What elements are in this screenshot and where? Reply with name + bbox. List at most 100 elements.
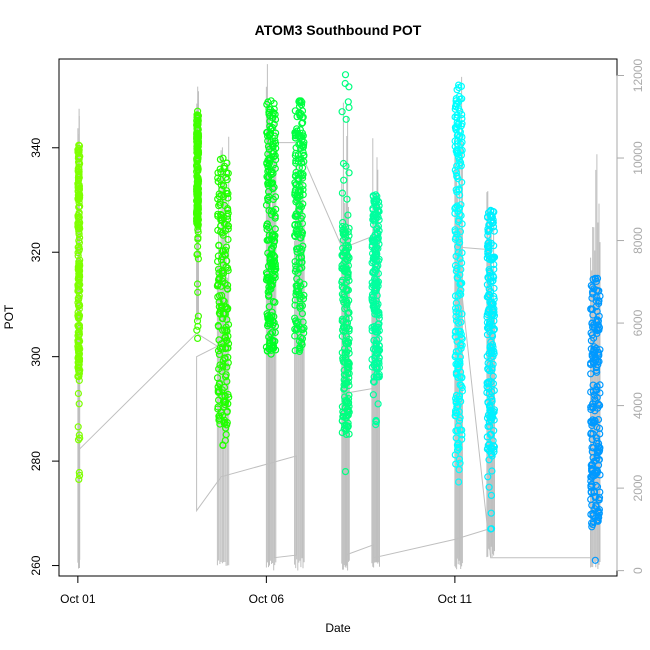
y-tick-label: 280 xyxy=(29,451,43,471)
data-point xyxy=(264,274,272,282)
data-point xyxy=(373,328,382,336)
data-point xyxy=(265,179,273,187)
plot-area xyxy=(58,58,618,577)
data-point xyxy=(194,213,202,221)
series-7 xyxy=(368,191,384,429)
data-point xyxy=(341,425,349,433)
data-point xyxy=(294,220,302,228)
data-point xyxy=(215,309,223,317)
data-point xyxy=(341,79,349,88)
data-point xyxy=(299,242,307,250)
data-point xyxy=(589,419,597,427)
data-point xyxy=(74,194,82,203)
data-point xyxy=(75,144,83,152)
data-point xyxy=(451,333,459,341)
data-point xyxy=(264,167,272,175)
data-point xyxy=(266,337,274,345)
data-point xyxy=(75,368,83,376)
data-point xyxy=(457,382,465,390)
data-point xyxy=(264,262,273,270)
data-point xyxy=(487,393,495,401)
data-point xyxy=(369,391,377,399)
data-point xyxy=(340,176,348,184)
data-point xyxy=(74,287,82,295)
data-point xyxy=(268,168,276,176)
data-point xyxy=(490,427,498,435)
data-point xyxy=(74,149,83,157)
chart-title: ATOM3 Southbound POT xyxy=(255,22,422,38)
data-point xyxy=(293,212,301,220)
data-point xyxy=(593,383,601,391)
data-point xyxy=(224,194,232,202)
data-point xyxy=(194,107,202,115)
data-point xyxy=(375,314,383,322)
data-point xyxy=(265,193,273,201)
data-point xyxy=(296,140,304,148)
data-point xyxy=(594,400,602,408)
data-point xyxy=(345,103,353,112)
data-point xyxy=(263,220,271,228)
data-point xyxy=(271,225,279,233)
data-point xyxy=(298,310,306,318)
data-point xyxy=(75,225,83,233)
data-point xyxy=(455,455,463,463)
data-point xyxy=(269,298,277,306)
data-point xyxy=(194,334,202,342)
data-point xyxy=(487,525,495,533)
data-point xyxy=(591,417,599,425)
data-point xyxy=(490,227,498,235)
y-tick-label: 300 xyxy=(29,346,43,366)
data-point xyxy=(344,252,352,260)
data-point xyxy=(454,401,462,409)
connector-line xyxy=(77,142,592,559)
x-tick-label: Oct 11 xyxy=(438,592,473,606)
data-point xyxy=(193,188,201,196)
data-point xyxy=(453,86,461,94)
data-point xyxy=(588,331,596,339)
data-point xyxy=(345,395,353,403)
data-point xyxy=(375,311,383,319)
data-point xyxy=(587,461,595,469)
data-point xyxy=(75,234,84,242)
data-point xyxy=(455,92,463,101)
data-point xyxy=(373,280,381,288)
data-point xyxy=(340,298,348,306)
data-point xyxy=(595,424,604,432)
data-point xyxy=(296,295,304,303)
data-point xyxy=(374,222,382,230)
data-point xyxy=(370,373,378,381)
data-point xyxy=(268,207,276,215)
data-point xyxy=(591,274,599,282)
data-point xyxy=(369,269,377,277)
data-point xyxy=(372,421,380,429)
data-point xyxy=(264,150,272,158)
data-point xyxy=(591,556,599,564)
data-point xyxy=(458,249,466,257)
series-8 xyxy=(451,81,466,486)
data-point xyxy=(74,265,83,273)
data-point xyxy=(489,216,497,224)
data-point xyxy=(375,354,383,362)
y2-tick-label: 6000 xyxy=(631,309,645,336)
data-point xyxy=(589,512,597,520)
data-point xyxy=(214,226,222,234)
data-point xyxy=(588,305,597,313)
data-point xyxy=(75,190,83,198)
data-point xyxy=(265,154,273,162)
data-point xyxy=(76,434,84,442)
data-point xyxy=(456,459,464,467)
data-point xyxy=(595,456,603,464)
data-point xyxy=(291,296,299,304)
data-point xyxy=(455,186,463,194)
data-point xyxy=(368,279,376,287)
data-point xyxy=(375,342,383,350)
data-point xyxy=(595,494,604,502)
data-point xyxy=(271,193,280,201)
data-point xyxy=(593,316,601,324)
data-point xyxy=(295,347,303,355)
data-point xyxy=(483,379,491,387)
data-point xyxy=(487,416,495,424)
data-point xyxy=(222,263,230,271)
data-point xyxy=(291,258,299,266)
data-point xyxy=(456,341,465,349)
